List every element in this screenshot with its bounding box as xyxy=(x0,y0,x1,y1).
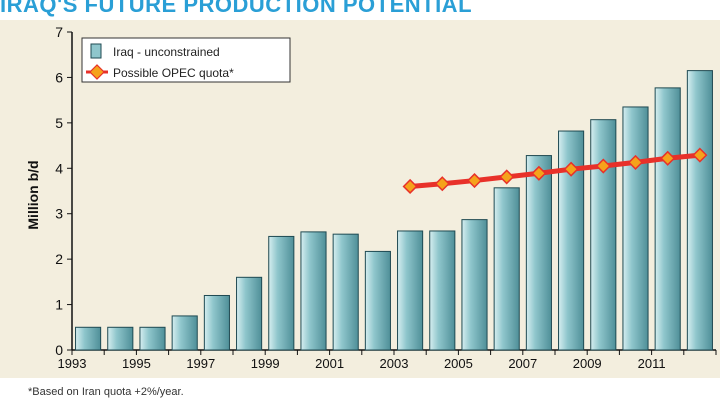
quota-line xyxy=(409,152,701,189)
x-tick-label: 2005 xyxy=(444,356,473,371)
x-tick-label: 2001 xyxy=(315,356,344,371)
legend-box xyxy=(81,37,291,83)
quota-marker xyxy=(499,169,515,185)
quota-marker xyxy=(402,178,418,195)
x-tick-label: 2003 xyxy=(380,356,409,371)
y-tick-label: 5 xyxy=(55,115,63,131)
footnote: *Based on Iran quota +2%/year. xyxy=(28,386,184,398)
y-tick-label: 2 xyxy=(55,251,63,267)
bar xyxy=(268,235,295,351)
bar xyxy=(236,276,263,351)
x-tick-label: 1995 xyxy=(122,356,151,371)
quota-marker xyxy=(531,165,547,181)
legend-bar-label: Iraq - unconstrained xyxy=(113,45,220,59)
x-tick-label: 1997 xyxy=(186,356,215,371)
bar xyxy=(203,294,230,351)
x-tick-label: 2011 xyxy=(638,356,666,371)
legend-line-label: Possible OPEC quota* xyxy=(113,66,234,80)
bar xyxy=(622,106,649,351)
bar xyxy=(654,87,681,351)
bar xyxy=(332,233,359,351)
quota-marker xyxy=(434,176,450,192)
bar xyxy=(139,326,166,351)
x-tick-label: 2009 xyxy=(573,356,602,371)
bar xyxy=(493,187,520,351)
y-axis-label: Million b/d xyxy=(25,160,41,229)
y-tick-label: 7 xyxy=(55,24,63,40)
y-tick-label: 0 xyxy=(55,342,63,358)
axes: 0 1 2 3 4 5 6 7 1993 1995 1997 1999 2001 2003 2005 2007… xyxy=(55,24,717,371)
quota-marker xyxy=(660,150,676,166)
bar xyxy=(107,326,134,351)
y-tick-label: 4 xyxy=(55,160,63,176)
x-tick-label: 1999 xyxy=(251,356,280,371)
quota-marker xyxy=(595,158,611,174)
quota-line-series xyxy=(402,147,708,195)
x-tick-label: 2007 xyxy=(508,356,537,371)
bar xyxy=(461,219,488,351)
bar xyxy=(397,230,424,351)
quota-marker xyxy=(627,154,644,170)
chart-title: IRAQ'S FUTURE PRODUCTION POTENTIAL xyxy=(0,0,473,17)
quota-marker xyxy=(466,172,483,189)
quota-marker xyxy=(692,147,708,163)
y-tick-label: 6 xyxy=(55,69,63,85)
bar xyxy=(171,315,198,351)
bar xyxy=(75,326,102,351)
legend-marker-swatch xyxy=(89,64,105,80)
y-tick-label: 1 xyxy=(55,297,63,313)
bar xyxy=(429,230,456,351)
bar xyxy=(686,70,713,351)
y-tick-label: 3 xyxy=(55,206,63,222)
bar xyxy=(525,155,552,351)
bar xyxy=(590,119,617,351)
bar-series xyxy=(75,70,713,351)
legend: Iraq - unconstrained Possible OPEC quota… xyxy=(81,37,291,83)
bar xyxy=(364,250,391,351)
legend-bar-swatch xyxy=(90,43,102,59)
bar xyxy=(300,231,327,351)
quota-marker xyxy=(563,161,579,177)
x-tick-label: 1993 xyxy=(58,356,87,371)
